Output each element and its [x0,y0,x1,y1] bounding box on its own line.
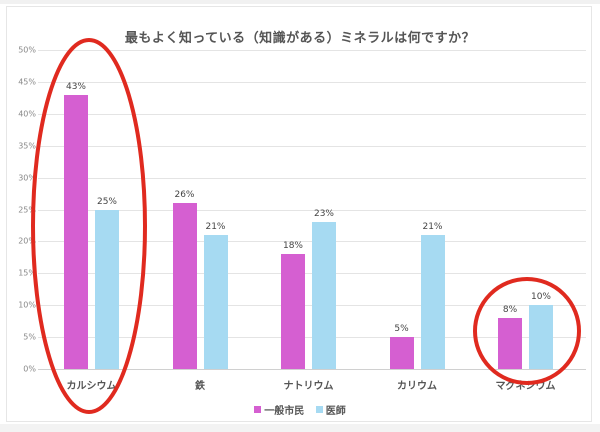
highlight-ellipse-calcium [31,38,147,414]
legend-swatch-doctor [315,406,323,413]
bar-public [389,337,414,369]
bar-doctor [312,222,336,369]
bar-value-label: 25% [96,196,117,207]
gridline [38,50,586,51]
bar-public [498,317,522,369]
y-tick-label: 40% [18,109,36,119]
y-tick-label: 25% [18,205,36,214]
y-tick-label: 20% [18,236,36,246]
category-label: カルシウム [66,381,117,392]
x-axis-line [38,369,586,370]
bar-doctor [203,235,228,369]
category-label: 鉄 [195,381,205,392]
chart-title: 最もよく知っている（知識がある）ミネラルは何ですか？ [124,31,476,46]
y-tick-label: 5% [23,332,36,342]
legend-label-public: 一般市民 [264,406,305,417]
bar-value-label: 43% [65,81,86,92]
category-label: ナトリウム [283,381,334,392]
y-tick-label: 15% [18,268,36,278]
bar-value-label: 18% [282,241,303,252]
bar-doctor [420,235,445,369]
y-tick-label: 35% [18,141,36,151]
bar-value-label: 21% [422,222,443,233]
category-label: マグネシウム [495,381,556,392]
top-divider [0,0,600,4]
bar-public [172,203,197,369]
category-label: カリウム [397,381,437,392]
bar-value-label: 10% [530,292,551,303]
bar-value-label: 8% [502,304,518,315]
bar-doctor [529,305,553,369]
legend-item-public: 一般市民 [254,402,304,417]
y-tick-label: 0% [23,364,36,374]
y-tick-label: 30% [18,173,36,183]
legend-label-doctor: 医師 [325,406,346,417]
bar-value-label: 26% [174,190,195,201]
legend-item-doctor: 医師 [315,402,346,417]
gridline [38,210,586,211]
y-tick-label: 10% [18,300,36,310]
y-tick-label: 45% [18,77,36,87]
bar-public [281,254,305,369]
bar-doctor [95,209,119,369]
bar-value-label: 23% [313,209,334,220]
gridline [38,146,586,147]
gridline [38,114,586,115]
bottom-divider [0,424,600,432]
gridline [38,178,586,179]
legend-swatch-public [254,406,262,413]
bar-value-label: 5% [394,324,409,335]
bar-value-label: 21% [205,222,226,233]
y-tick-label: 50% [18,45,36,55]
gridline [38,82,586,83]
legend: 一般市民 医師 [0,402,600,417]
highlight-ellipse-magnesium [473,277,581,385]
bar-public [64,94,88,369]
